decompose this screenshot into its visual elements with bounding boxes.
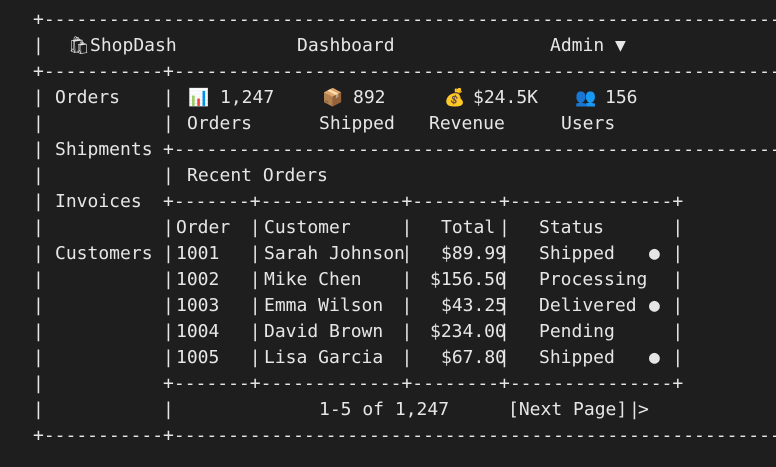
frame-top-border: +---------------------------------------… bbox=[33, 9, 776, 30]
status-dot-icon: ● bbox=[649, 243, 660, 264]
order-total: $156.50 bbox=[430, 269, 506, 290]
stat-revenue-label: Revenue bbox=[429, 113, 505, 134]
order-id: 1005 bbox=[176, 347, 220, 368]
order-status: Shipped bbox=[539, 347, 615, 368]
order-id: 1004 bbox=[176, 321, 220, 342]
order-id: 1002 bbox=[176, 269, 220, 290]
stat-users-label: Users bbox=[561, 113, 616, 134]
customer-name: Mike Chen bbox=[264, 269, 362, 290]
order-total: $234.00 bbox=[430, 321, 506, 342]
users-icon: 👥 bbox=[575, 88, 597, 108]
frame-divider: | +-------------------------------------… bbox=[33, 139, 776, 160]
frame-row: | | | | | | bbox=[33, 321, 684, 342]
column-header-total: Total bbox=[441, 217, 496, 238]
column-header-status: Status bbox=[539, 217, 605, 238]
frame-row: | | | bbox=[33, 165, 776, 186]
next-page-button[interactable]: [Next Page] > bbox=[508, 399, 649, 420]
customer-name: David Brown bbox=[264, 321, 384, 342]
order-id: 1001 bbox=[176, 243, 220, 264]
stat-shipped-value: 892 bbox=[353, 87, 386, 108]
stat-orders-label: Orders bbox=[187, 113, 253, 134]
column-header-order: Order bbox=[176, 217, 231, 238]
order-status: Shipped bbox=[539, 243, 615, 264]
stat-orders-value: 1,247 bbox=[220, 87, 275, 108]
sidebar-item-orders[interactable]: Orders bbox=[55, 87, 121, 108]
order-total: $89.99 bbox=[441, 243, 507, 264]
frame-table-top: | +-------+-------------+--------+------… bbox=[33, 191, 684, 212]
stat-shipped-label: Shipped bbox=[319, 113, 395, 134]
order-status: Processing bbox=[539, 269, 648, 290]
order-total: $43.25 bbox=[441, 295, 507, 316]
frame-row: | | | bbox=[33, 399, 640, 420]
sidebar-item-customers[interactable]: Customers bbox=[55, 243, 153, 264]
sidebar-item-invoices[interactable]: Invoices bbox=[55, 191, 142, 212]
order-status: Delivered bbox=[539, 295, 637, 316]
order-total: $67.80 bbox=[441, 347, 507, 368]
money-bag-icon: 💰 bbox=[444, 88, 466, 108]
order-id: 1003 bbox=[176, 295, 220, 316]
order-status: Pending bbox=[539, 321, 615, 342]
recent-orders-title: Recent Orders bbox=[187, 165, 328, 186]
sidebar-item-shipments[interactable]: Shipments bbox=[55, 139, 153, 160]
shopping-bag-icon: 🛍 bbox=[68, 36, 90, 56]
admin-user-menu[interactable]: Admin ▼ bbox=[550, 35, 626, 56]
stat-users-value: 156 bbox=[605, 87, 638, 108]
frame-row: | | | | | | bbox=[33, 217, 684, 238]
frame-row: | | | | | | bbox=[33, 347, 684, 368]
page-title: Dashboard bbox=[297, 35, 395, 56]
frame-row: | | | bbox=[33, 87, 776, 108]
frame-row: | | | bbox=[33, 113, 776, 134]
frame-row: | | | | | | bbox=[33, 243, 684, 264]
frame-nav-border: +-----------+---------------------------… bbox=[33, 61, 776, 82]
column-header-customer: Customer bbox=[264, 217, 351, 238]
frame-row: | | | | | | bbox=[33, 269, 684, 290]
frame-table-bottom: | +-------+-------------+--------+------… bbox=[33, 373, 684, 394]
status-dot-icon: ● bbox=[649, 347, 660, 368]
package-icon: 📦 bbox=[322, 88, 344, 108]
frame-row: | | | | | | bbox=[33, 295, 684, 316]
frame-bottom-border: +-----------+---------------------------… bbox=[33, 425, 776, 446]
pagination-range: 1-5 of 1,247 bbox=[319, 399, 450, 420]
customer-name: Lisa Garcia bbox=[264, 347, 384, 368]
customer-name: Emma Wilson bbox=[264, 295, 384, 316]
stat-revenue-value: $24.5K bbox=[473, 87, 539, 108]
status-dot-icon: ● bbox=[649, 295, 660, 316]
bar-chart-icon: 📊 bbox=[188, 88, 210, 108]
customer-name: Sarah Johnson bbox=[264, 243, 405, 264]
frame-row: | | bbox=[33, 35, 776, 56]
app-logo-name[interactable]: ShopDash bbox=[90, 35, 177, 56]
